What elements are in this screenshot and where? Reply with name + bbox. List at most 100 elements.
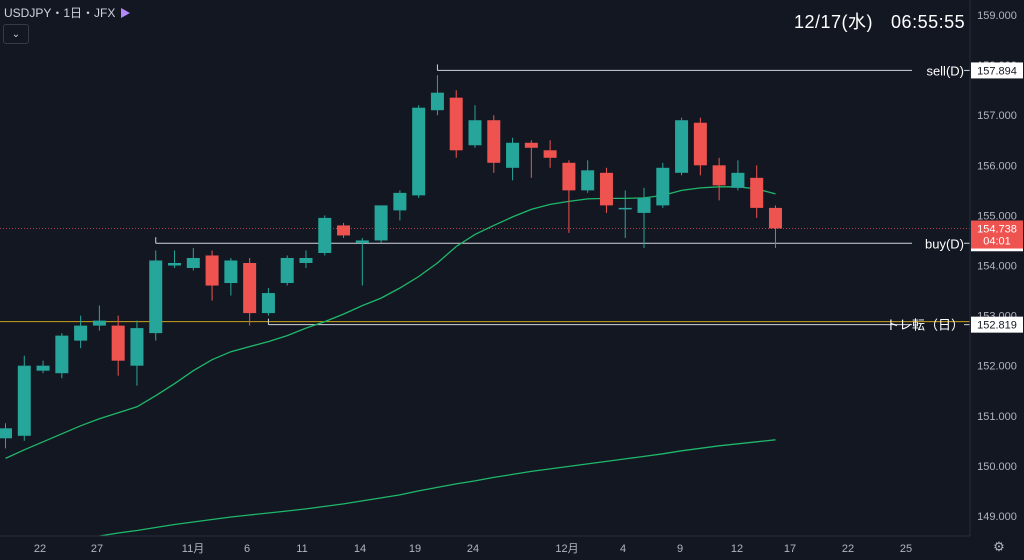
- candle-24: [449, 90, 463, 158]
- candle-11: [205, 250, 219, 301]
- candle-21: [393, 190, 407, 221]
- candle-body: [656, 167, 670, 206]
- level-label-0: sell(D): [926, 63, 964, 78]
- x-tick-label: 17: [784, 543, 796, 555]
- x-tick-label: 4: [620, 543, 626, 555]
- y-tick-label: 150.000: [977, 461, 1017, 473]
- level-label-1: buy(D): [925, 236, 964, 251]
- clock: 12/17(水) 06:55:55: [794, 8, 983, 34]
- flag-icon[interactable]: [121, 7, 131, 18]
- candle-30: [562, 160, 576, 233]
- candle-16: [299, 250, 313, 268]
- ma-long-line: [94, 439, 776, 536]
- x-tick-label: 6: [244, 543, 250, 555]
- level-price-box-2: [971, 316, 1023, 333]
- y-tick-label: 149.000: [977, 511, 1017, 523]
- candle-body: [750, 177, 764, 208]
- candle-31: [581, 160, 595, 193]
- x-tick-label: 22: [842, 543, 854, 555]
- candle-body: [55, 335, 69, 374]
- level-price-label-0: 157.894: [977, 65, 1017, 77]
- symbol-label: USDJPY・1日・JFX: [4, 6, 116, 20]
- candle-body: [36, 365, 50, 371]
- x-tick-label: 25: [900, 543, 912, 555]
- candle-body: [224, 260, 238, 284]
- y-tick-label: 159.000: [977, 10, 1017, 22]
- x-tick-label: 9: [677, 543, 683, 555]
- candle-body: [543, 150, 557, 158]
- current-price-box: [971, 220, 1023, 249]
- candle-body: [318, 217, 332, 253]
- candle-6: [111, 315, 125, 376]
- candle-body: [92, 320, 106, 326]
- candle-body: [675, 120, 689, 173]
- candle-body: [693, 122, 707, 166]
- x-tick-label: 12月: [555, 543, 578, 555]
- candle-32: [599, 167, 613, 213]
- candle-4: [74, 315, 88, 349]
- candle-body: [562, 162, 576, 191]
- current-price-countdown: 04:01: [983, 236, 1011, 248]
- y-tick-label: 155.000: [977, 210, 1017, 222]
- candle-body: [412, 107, 426, 196]
- level-label-2: トレ転（日）: [886, 318, 964, 333]
- candle-23: [430, 75, 444, 116]
- candle-5: [92, 305, 106, 331]
- candle-body: [712, 165, 726, 186]
- y-tick-label: 152.000: [977, 361, 1017, 373]
- symbol-info[interactable]: USDJPY・1日・JFX: [4, 4, 131, 21]
- candle-2: [36, 360, 50, 374]
- plot-area: [0, 64, 970, 536]
- y-tick-label: 157.000: [977, 110, 1017, 122]
- candle-18: [337, 222, 351, 238]
- x-tick-label: 27: [91, 543, 103, 555]
- candle-7: [130, 320, 144, 386]
- candle-0: [0, 423, 12, 449]
- candle-25: [468, 105, 482, 148]
- candle-13: [243, 257, 257, 326]
- candle-33: [618, 190, 632, 238]
- candle-body: [731, 172, 745, 188]
- candle-40: [750, 165, 764, 218]
- x-tick-label: 19: [409, 543, 421, 555]
- candle-body: [261, 293, 275, 314]
- candle-body: [393, 192, 407, 211]
- candle-body: [449, 97, 463, 151]
- candle-35: [656, 162, 670, 208]
- y-tick-label: 154.000: [977, 260, 1017, 272]
- candle-body: [17, 365, 31, 436]
- candle-15: [280, 255, 294, 286]
- y-tick-label: 151.000: [977, 411, 1017, 423]
- x-tick-label: 22: [34, 543, 46, 555]
- gear-icon[interactable]: ⚙: [993, 539, 1005, 554]
- candle-19: [355, 237, 369, 286]
- candle-body: [487, 120, 501, 163]
- candle-27: [506, 137, 520, 181]
- candle-body: [430, 92, 444, 111]
- y-tick-label: 156.000: [977, 160, 1017, 172]
- candle-body: [637, 197, 651, 213]
- candle-1: [17, 355, 31, 441]
- candle-body: [130, 328, 144, 366]
- ma-short-line: [5, 186, 776, 459]
- candle-body: [74, 325, 88, 341]
- candle-14: [261, 288, 275, 316]
- candle-3: [55, 333, 69, 379]
- x-tick-label: 11月: [182, 543, 204, 555]
- candle-body: [337, 225, 351, 236]
- candle-body: [0, 428, 12, 439]
- x-tick-label: 12: [731, 543, 743, 555]
- candle-body: [243, 262, 257, 314]
- x-tick-label: 24: [467, 543, 479, 555]
- candle-39: [731, 160, 745, 191]
- candle-28: [524, 140, 538, 178]
- collapse-legend-button[interactable]: ⌄: [3, 24, 29, 44]
- candle-41: [768, 205, 782, 248]
- candle-37: [693, 117, 707, 176]
- level-price-box-0: [971, 62, 1023, 79]
- candle-20: [374, 205, 388, 243]
- x-tick-label: 11: [296, 543, 307, 555]
- candle-body: [524, 142, 538, 148]
- candle-body: [374, 205, 388, 241]
